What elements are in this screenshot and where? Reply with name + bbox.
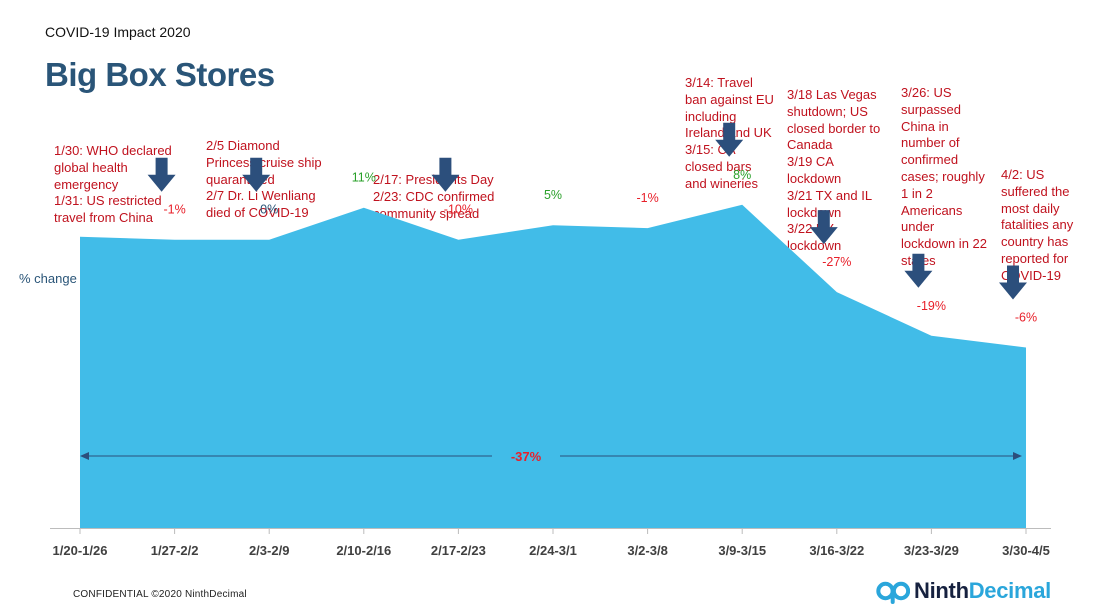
- wow-data-label: -19%: [917, 299, 946, 313]
- logo-text-ninth: Ninth: [914, 578, 969, 603]
- down-arrow-icon: [904, 253, 933, 288]
- x-tick-label: 2/3-2/9: [249, 543, 289, 558]
- x-tick-label: 2/10-2/16: [336, 543, 391, 558]
- ninthdecimal-logo-icon: [876, 581, 910, 604]
- wow-data-label: 5%: [544, 188, 562, 202]
- x-tick-label: 3/9-3/15: [718, 543, 766, 558]
- report-kicker: COVID-19 Impact 2020: [45, 24, 191, 40]
- down-arrow-icon: [999, 265, 1027, 300]
- x-tick-label: 3/16-3/22: [809, 543, 864, 558]
- x-tick-label: 3/23-3/29: [904, 543, 959, 558]
- annotation-who-emergency: 1/30: WHO declared global health emergen…: [54, 143, 172, 226]
- x-tick-label: 1/27-2/2: [151, 543, 199, 558]
- wow-data-label: -10%: [444, 203, 473, 217]
- confidential-footer: CONFIDENTIAL ©2020 NinthDecimal: [73, 589, 247, 600]
- logo-text-decimal: Decimal: [968, 578, 1052, 603]
- page-title: Big Box Stores: [45, 56, 275, 93]
- wow-data-label: 11%: [352, 171, 376, 185]
- down-arrow-icon: [242, 157, 271, 192]
- area-series: [80, 204, 1026, 529]
- wow-data-label: -1%: [163, 203, 185, 217]
- wow-data-label: -27%: [822, 255, 851, 269]
- arrowhead-right-icon: [1013, 452, 1022, 460]
- x-tick-label: 3/30-4/5: [1002, 543, 1050, 558]
- down-arrow-icon: [809, 210, 838, 245]
- down-arrow-icon: [715, 122, 744, 157]
- total-change-label: -37%: [511, 449, 542, 464]
- annotation-us-surpassed-china: 3/26: US surpassed China in number of co…: [901, 85, 987, 268]
- x-tick-label: 2/17-2/23: [431, 543, 486, 558]
- wow-data-label: -1%: [636, 191, 658, 205]
- wow-data-label: 8%: [733, 168, 751, 182]
- x-tick-label: 1/20-1/26: [53, 543, 108, 558]
- arrowhead-left-icon: [80, 452, 89, 460]
- brand-logo: NinthDecimal: [876, 575, 1051, 607]
- annotation-las-vegas-shutdown: 3/18 Las Vegas shutdown; US closed borde…: [787, 87, 881, 254]
- x-tick-label: 2/24-3/1: [529, 543, 577, 558]
- annotation-us-daily-fatalities: 4/2: US suffered the most daily fataliti…: [1001, 167, 1074, 283]
- down-arrow-icon: [147, 157, 176, 192]
- wow-data-label: -6%: [1015, 310, 1037, 324]
- annotation-diamond-princess: 2/5 Diamond Princess cruise ship quarant…: [206, 138, 322, 221]
- x-tick-label: 3/2-3/8: [627, 543, 667, 558]
- wow-data-label: 0%: [260, 203, 278, 217]
- down-arrow-icon: [431, 157, 460, 192]
